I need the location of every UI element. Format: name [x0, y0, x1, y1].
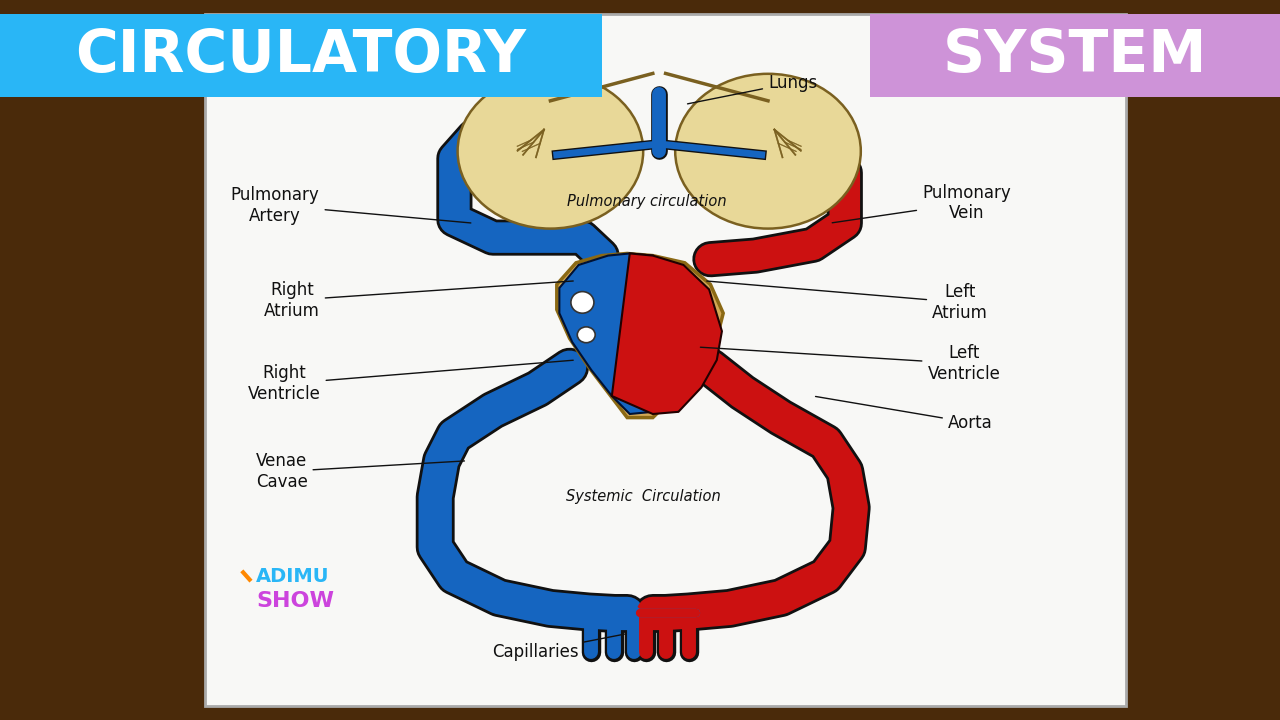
- Text: Right
Ventricle: Right Ventricle: [248, 360, 573, 403]
- Text: Venae
Cavae: Venae Cavae: [256, 452, 465, 491]
- Text: Lungs: Lungs: [687, 74, 817, 104]
- Text: Pulmonary
Vein: Pulmonary Vein: [832, 184, 1011, 222]
- Text: SHOW: SHOW: [256, 591, 334, 611]
- Text: Capillaries: Capillaries: [492, 634, 625, 661]
- FancyBboxPatch shape: [205, 14, 1126, 706]
- Text: Left
Atrium: Left Atrium: [707, 281, 988, 322]
- Ellipse shape: [457, 73, 643, 228]
- Text: Pulmonary
Artery: Pulmonary Artery: [230, 186, 471, 225]
- Ellipse shape: [676, 73, 860, 228]
- Ellipse shape: [571, 292, 594, 313]
- Polygon shape: [612, 253, 722, 414]
- FancyBboxPatch shape: [870, 14, 1280, 97]
- Polygon shape: [557, 253, 723, 418]
- Text: SYSTEM: SYSTEM: [943, 27, 1207, 84]
- Ellipse shape: [577, 327, 595, 343]
- Text: Systemic  Circulation: Systemic Circulation: [567, 490, 721, 504]
- Text: Pulmonary circulation: Pulmonary circulation: [567, 194, 726, 209]
- Text: CIRCULATORY: CIRCULATORY: [76, 27, 526, 84]
- Text: Right
Atrium: Right Atrium: [264, 281, 573, 320]
- FancyBboxPatch shape: [0, 14, 602, 97]
- Polygon shape: [559, 253, 653, 414]
- Text: Left
Ventricle: Left Ventricle: [700, 344, 1000, 383]
- Text: ADIMU: ADIMU: [256, 567, 329, 585]
- Text: Aorta: Aorta: [815, 397, 992, 432]
